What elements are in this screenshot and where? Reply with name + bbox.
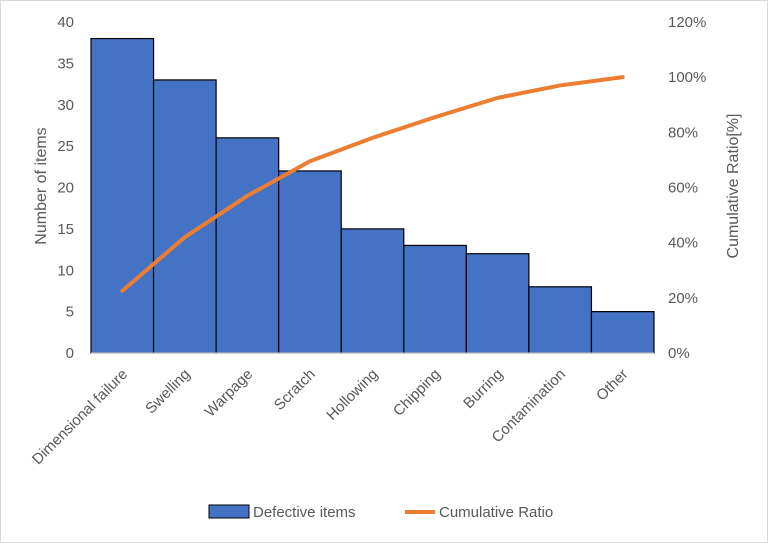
x-tick-label: Other xyxy=(593,366,632,405)
y-tick-label: 10 xyxy=(57,262,74,279)
right-axis-ticks: 0% 20% 40% 60% 80% 100% 120% xyxy=(668,14,706,362)
cumulative-ratio-line xyxy=(120,75,625,293)
legend: Defective items Cumulative Ratio xyxy=(208,504,553,521)
legend-swatch-bar xyxy=(208,504,250,519)
y2-tick-label: 80% xyxy=(668,124,698,141)
bar-series-group xyxy=(90,37,655,354)
x-tick-label: Hollowing xyxy=(323,366,381,424)
y-axis-title: Number of items xyxy=(33,127,50,244)
x-tick-label: Swelling xyxy=(142,366,194,418)
bar-0 xyxy=(90,37,155,354)
y-tick-label: 35 xyxy=(57,55,74,72)
x-tick-label: Scratch xyxy=(271,366,319,414)
y-tick-label: 15 xyxy=(57,221,74,238)
bar-2 xyxy=(215,137,280,354)
y2-tick-label: 60% xyxy=(668,180,698,197)
line-series-group xyxy=(120,75,625,293)
y-tick-label: 40 xyxy=(57,14,74,31)
bar-3 xyxy=(278,170,342,354)
x-axis-ticks: Dimensional failure Swelling Warpage Scratc… xyxy=(29,366,632,468)
y-tick-label: 0 xyxy=(66,345,74,362)
legend-label-line: Cumulative Ratio xyxy=(439,504,553,521)
x-tick-label: Warpage xyxy=(202,366,257,421)
y2-tick-label: 20% xyxy=(668,290,698,307)
y2-tick-label: 120% xyxy=(668,14,706,31)
y-tick-label: 20 xyxy=(57,180,74,197)
x-tick-label: Burring xyxy=(460,366,506,412)
bar-7 xyxy=(528,286,593,354)
x-tick-label: Chipping xyxy=(390,366,444,420)
y-tick-label: 25 xyxy=(57,138,74,155)
left-axis-ticks: 0 5 10 15 20 25 30 35 40 xyxy=(57,14,74,362)
y2-tick-label: 0% xyxy=(668,345,690,362)
y-tick-label: 5 xyxy=(66,304,74,321)
y2-tick-label: 40% xyxy=(668,235,698,252)
bar-4 xyxy=(340,228,405,354)
legend-label-bar: Defective items xyxy=(253,504,356,521)
y2-tick-label: 100% xyxy=(668,69,706,86)
y-tick-label: 30 xyxy=(57,97,74,114)
bar-1 xyxy=(152,79,217,354)
bar-5 xyxy=(403,244,467,354)
y2-axis-title: Cumulative Ratio[%] xyxy=(725,114,742,259)
x-tick-label: Dimensional failure xyxy=(29,366,131,468)
bar-8 xyxy=(590,311,655,354)
bar-6 xyxy=(465,253,530,354)
